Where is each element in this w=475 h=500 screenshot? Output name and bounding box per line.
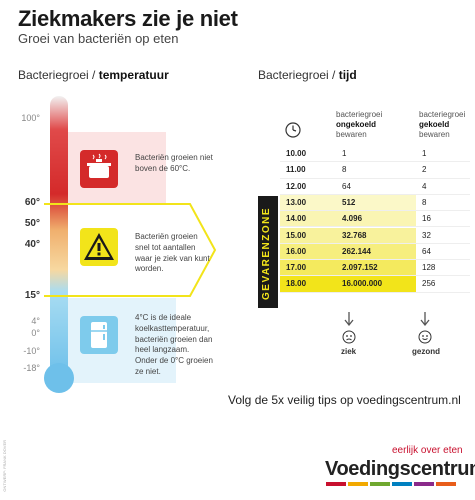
cooking-pot-icon bbox=[80, 150, 118, 188]
happy-face-icon bbox=[418, 330, 432, 349]
scale-label: 4° bbox=[31, 316, 40, 326]
thermometer-tube bbox=[50, 96, 68, 376]
temperature-section-title: Bacteriegroei / temperatuur bbox=[18, 68, 169, 82]
table-cell-cooled: 4 bbox=[416, 178, 470, 194]
scale-label: -10° bbox=[23, 346, 40, 356]
scale-label: 40° bbox=[24, 239, 40, 250]
cold-zone-text: 4°C is de ideale koelkasttemperatuur, ba… bbox=[135, 313, 213, 376]
refrigerator-icon bbox=[80, 316, 118, 354]
hot-zone-text: Bacteriën groeien niet boven de 60°C. bbox=[135, 153, 213, 173]
table-cell-cooled: 64 bbox=[416, 243, 470, 260]
column-header-cooled: bacteriegroei gekoeld bewaren bbox=[419, 110, 466, 139]
time-section-title: Bacteriegroei / tijd bbox=[258, 68, 357, 82]
table-cell-uncooled: 64 bbox=[336, 178, 416, 194]
scale-label: 0° bbox=[31, 328, 40, 338]
table-cell-cooled: 256 bbox=[416, 276, 470, 292]
thermometer-bulb bbox=[44, 363, 74, 393]
outcome-uncooled-label: ziek bbox=[341, 347, 357, 356]
table-row: 13.00 512 8 bbox=[280, 194, 470, 212]
sick-face-icon bbox=[342, 330, 356, 349]
danger-zone-label: GEVARENZONE bbox=[261, 207, 272, 300]
brand-color-bar bbox=[326, 482, 456, 486]
page-subtitle: Groei van bacteriën op eten bbox=[18, 31, 179, 46]
warning-triangle-icon bbox=[80, 228, 118, 266]
arrow-down-icon bbox=[420, 312, 430, 331]
scale-label: 50° bbox=[24, 218, 40, 229]
table-row: 10.00 1 1 bbox=[280, 146, 470, 163]
table-cell-uncooled: 1 bbox=[336, 146, 416, 162]
table-cell-time: 18.00 bbox=[280, 276, 336, 292]
table-cell-uncooled: 16.000.000 bbox=[336, 276, 416, 292]
thermometer-graphic bbox=[44, 96, 217, 393]
table-cell-uncooled: 4.096 bbox=[336, 211, 416, 227]
table-cell-cooled: 8 bbox=[416, 194, 470, 211]
footer-link-text: Volg de 5x veilig tips op voedingscentru… bbox=[228, 393, 461, 407]
table-cell-uncooled: 32.768 bbox=[336, 227, 416, 243]
scale-label: 15° bbox=[24, 290, 40, 301]
table-row: 15.00 32.768 32 bbox=[280, 227, 470, 244]
table-cell-time: 16.00 bbox=[280, 243, 336, 260]
table-cell-cooled: 128 bbox=[416, 260, 470, 276]
table-cell-cooled: 16 bbox=[416, 211, 470, 227]
table-cell-uncooled: 262.144 bbox=[336, 243, 416, 260]
table-cell-uncooled: 2.097.152 bbox=[336, 260, 416, 276]
table-cell-time: 13.00 bbox=[280, 194, 336, 211]
danger-zone-text: Bacteriën groeien snel tot aantallen waa… bbox=[135, 232, 210, 274]
outcome-cooled-label: gezond bbox=[412, 347, 440, 356]
scale-label: 60° bbox=[24, 197, 40, 208]
arrow-down-icon bbox=[344, 312, 354, 331]
table-cell-cooled: 2 bbox=[416, 162, 470, 178]
clock-icon bbox=[285, 122, 301, 143]
table-cell-time: 10.00 bbox=[280, 146, 336, 162]
table-row: 17.00 2.097.152 128 bbox=[280, 260, 470, 277]
brand-tagline: eerlijk over eten bbox=[392, 445, 463, 456]
table-row: 12.00 64 4 bbox=[280, 178, 470, 195]
table-cell-uncooled: 512 bbox=[336, 194, 416, 211]
scale-label: 100° bbox=[21, 113, 40, 123]
design-credit: ONTWERP: FRANK DOVER bbox=[2, 440, 7, 492]
table-cell-time: 17.00 bbox=[280, 260, 336, 276]
table-cell-uncooled: 8 bbox=[336, 162, 416, 178]
scale-label: -18° bbox=[23, 363, 40, 373]
table-cell-time: 11.00 bbox=[280, 162, 336, 178]
table-row: 11.00 8 2 bbox=[280, 162, 470, 179]
table-cell-time: 15.00 bbox=[280, 227, 336, 243]
table-cell-time: 14.00 bbox=[280, 211, 336, 227]
page-title: Ziekmakers zie je niet bbox=[18, 6, 238, 31]
column-header-uncooled: bacteriegroei ongekoeld bewaren bbox=[336, 110, 383, 139]
danger-zone-bar: GEVARENZONE bbox=[258, 196, 278, 308]
brand-logo: Voedingscentrum bbox=[325, 458, 475, 480]
table-row: 16.00 262.144 64 bbox=[280, 243, 470, 261]
table-cell-time: 12.00 bbox=[280, 178, 336, 194]
table-cell-cooled: 32 bbox=[416, 227, 470, 243]
table-row: 18.00 16.000.000 256 bbox=[280, 276, 470, 293]
table-cell-cooled: 1 bbox=[416, 146, 470, 162]
table-row: 14.00 4.096 16 bbox=[280, 211, 470, 228]
